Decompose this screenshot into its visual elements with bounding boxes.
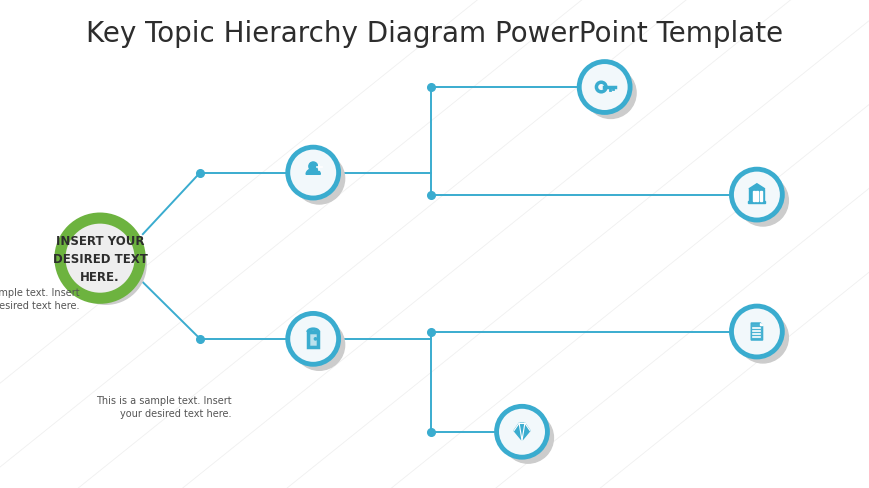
- Circle shape: [737, 176, 787, 226]
- Bar: [752, 192, 754, 202]
- Circle shape: [579, 62, 629, 113]
- Polygon shape: [750, 323, 762, 341]
- Circle shape: [294, 320, 344, 370]
- Circle shape: [66, 224, 146, 305]
- Circle shape: [294, 154, 344, 204]
- Bar: [748, 189, 764, 202]
- Circle shape: [288, 148, 338, 199]
- Circle shape: [737, 312, 787, 363]
- Polygon shape: [514, 423, 529, 441]
- Text: Key Topic Hierarchy Diagram PowerPoint Template: Key Topic Hierarchy Diagram PowerPoint T…: [86, 20, 783, 48]
- Bar: [755, 192, 758, 202]
- Text: This is a sample text. Insert
your desired text here.: This is a sample text. Insert your desir…: [96, 395, 231, 418]
- Bar: [759, 192, 761, 202]
- Text: INSERT YOUR
DESIRED TEXT
HERE.: INSERT YOUR DESIRED TEXT HERE.: [52, 234, 148, 283]
- Circle shape: [731, 306, 781, 357]
- Circle shape: [288, 314, 338, 365]
- Circle shape: [731, 170, 781, 221]
- Bar: [308, 333, 317, 346]
- Circle shape: [308, 163, 317, 171]
- Bar: [747, 202, 765, 203]
- Circle shape: [502, 412, 553, 463]
- Circle shape: [314, 338, 316, 340]
- Circle shape: [496, 407, 547, 457]
- Polygon shape: [306, 169, 320, 175]
- Polygon shape: [748, 184, 764, 189]
- Circle shape: [585, 68, 635, 119]
- Circle shape: [60, 219, 140, 299]
- Text: This is a sample text. Insert
your desired text here.: This is a sample text. Insert your desir…: [0, 287, 79, 310]
- Polygon shape: [760, 323, 762, 325]
- Bar: [308, 332, 318, 348]
